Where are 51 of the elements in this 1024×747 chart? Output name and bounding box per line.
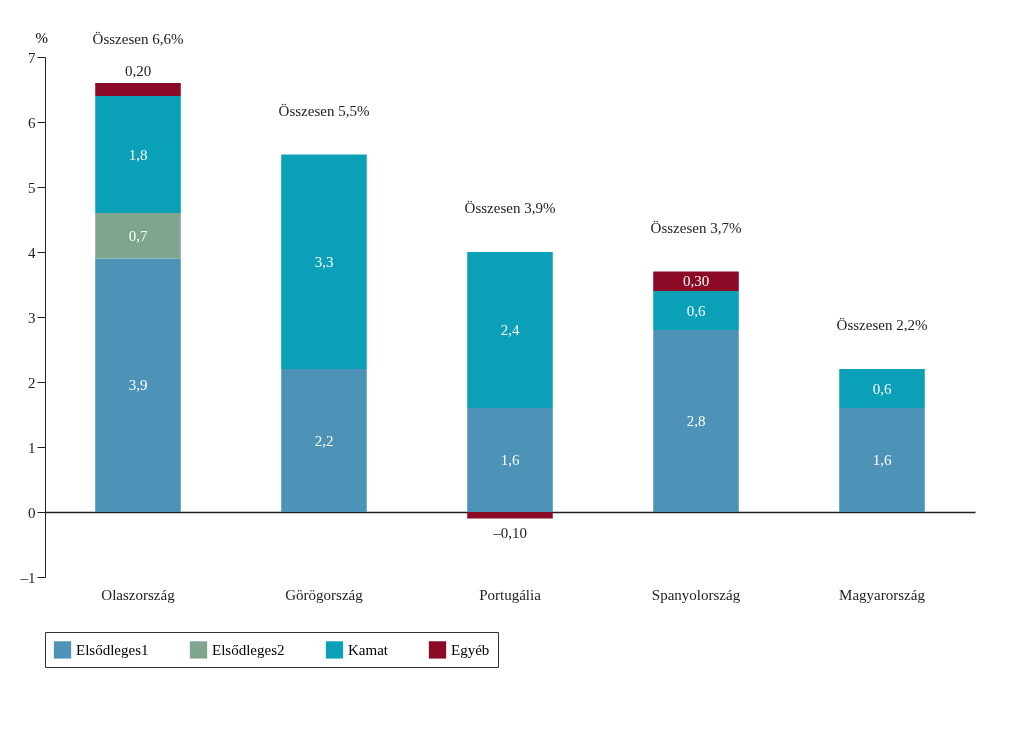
x-tick-label: Görögország [285, 586, 364, 603]
bar [467, 252, 553, 408]
bar [281, 154, 367, 369]
data-label: 1,6 [872, 452, 892, 468]
x-tick-label: Olaszország [101, 586, 176, 603]
y-tick-label: 4 [28, 244, 36, 261]
bar [839, 408, 925, 512]
bar [653, 291, 739, 330]
data-label: 0,20 [124, 63, 152, 79]
y-tick-label: –1 [19, 569, 36, 586]
x-tick-label: Portugália [479, 586, 542, 603]
total-label: Összesen 5,5% [278, 102, 370, 119]
x-tick-label: Spanyolország [651, 586, 741, 603]
data-label: 0,6 [872, 380, 892, 397]
y-axis-title: % [35, 29, 48, 46]
bar [467, 408, 553, 512]
y-tick-label: 2 [28, 374, 36, 391]
y-tick-label: 5 [28, 179, 36, 196]
y-tick-label: 0 [28, 504, 36, 521]
data-label: 0,30 [682, 273, 710, 290]
legend-label: Elsődleges2 [212, 641, 285, 658]
y-tick-label: 7 [28, 49, 36, 66]
data-label: 2,4 [500, 322, 520, 338]
data-label: 0,7 [128, 227, 148, 244]
total-label: Összesen 2,2% [836, 317, 928, 333]
y-tick-label: 3 [28, 309, 36, 326]
bar [95, 258, 181, 512]
data-label: 2,2 [314, 432, 334, 449]
y-tick-label: 1 [28, 439, 36, 456]
data-label: –0,10 [492, 524, 527, 541]
data-label: 2,8 [686, 413, 706, 429]
y-tick-label: 6 [28, 114, 36, 131]
legend-label: Kamat [348, 641, 389, 658]
bar [467, 512, 553, 519]
data-label: 1,8 [128, 146, 148, 163]
total-label: Összesen 3,7% [650, 219, 742, 236]
bar [95, 213, 181, 259]
data-label: 1,6 [500, 452, 520, 468]
data-label: 3,3 [314, 253, 334, 270]
bar [281, 369, 367, 512]
bar [653, 330, 739, 512]
bar [839, 369, 925, 408]
bar [95, 83, 181, 96]
bar [95, 96, 181, 213]
data-label: 0,6 [686, 302, 706, 319]
data-label: 3,9 [128, 377, 148, 394]
total-label: Összesen 3,9% [464, 200, 556, 216]
legend-label: Egyéb [451, 641, 490, 658]
total-label: Összesen 6,6% [92, 31, 184, 47]
x-tick-label: Magyarország [839, 586, 926, 603]
legend-label: Elsődleges1 [76, 641, 149, 658]
